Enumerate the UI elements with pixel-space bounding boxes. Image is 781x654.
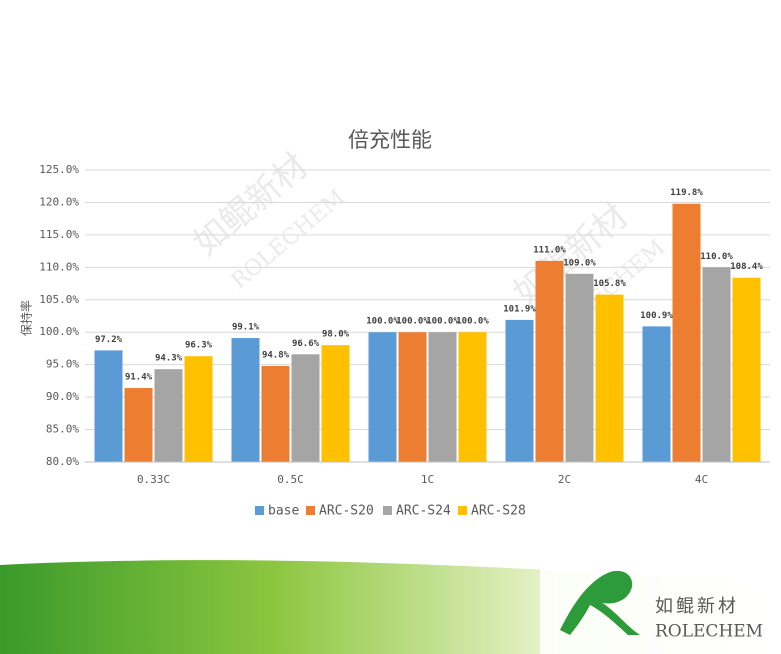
chart-title: 倍充性能 [348,128,432,152]
y-tick-label: 105.0% [39,293,79,306]
bar [595,294,624,462]
y-tick-label: 95.0% [46,358,79,371]
y-tick-label: 80.0% [46,455,79,468]
legend-label: base [268,504,299,519]
y-tick-label: 85.0% [46,423,79,436]
bar [231,338,260,462]
bar [505,319,534,462]
value-label: 100.0% [396,317,429,327]
value-label: 100.9% [640,311,673,321]
value-label: 98.0% [322,330,350,340]
logo-mark [560,570,640,635]
bar [642,326,671,462]
x-tick-label: 1C [421,473,434,486]
legend-swatch [306,506,315,515]
x-tick-label: 0.5C [277,473,304,486]
value-label: 119.8% [670,188,703,198]
value-label: 91.4% [125,373,153,383]
value-label: 109.0% [563,258,596,268]
bar [702,267,731,462]
bar [565,273,594,462]
value-label: 108.4% [730,262,763,272]
y-tick-label: 115.0% [39,228,79,241]
bar [368,332,397,462]
value-label: 99.1% [232,323,260,333]
y-axis-label: 保持率 [19,300,34,336]
y-tick-label: 125.0% [39,163,79,176]
bar [154,369,183,462]
logo-latin: ROLECHEM [655,622,763,642]
bar [398,332,427,462]
legend-label: ARC-S24 [396,504,451,519]
value-label: 96.6% [292,339,320,349]
bar [184,356,213,462]
legend-label: ARC-S28 [471,504,526,519]
value-label: 100.0% [456,317,489,327]
y-tick-label: 120.0% [39,195,79,208]
value-label: 101.9% [503,304,536,314]
value-label: 97.2% [95,335,123,345]
bar [672,203,701,462]
value-label: 110.0% [700,252,733,262]
value-label: 105.8% [593,279,626,289]
bar [124,388,153,462]
value-label: 96.3% [185,341,213,351]
value-label: 111.0% [533,245,566,255]
y-tick-label: 90.0% [46,390,79,403]
y-tick-label: 110.0% [39,260,79,273]
bar [732,277,761,462]
value-label: 100.0% [366,317,399,327]
bar [458,332,487,462]
value-label: 94.3% [155,354,183,364]
bar [321,345,350,462]
value-label: 100.0% [426,317,459,327]
bar [428,332,457,462]
x-tick-label: 4C [695,473,708,486]
bar [94,350,123,462]
legend-swatch [458,506,467,515]
y-tick-label: 100.0% [39,325,79,338]
bar [535,260,564,462]
legend-swatch [383,506,392,515]
x-tick-label: 2C [558,473,571,486]
legend-swatch [255,506,264,515]
logo-name: 如鲲新材 [655,596,739,617]
bar [291,354,320,462]
legend-label: ARC-S20 [319,504,374,519]
x-tick-label: 0.33C [137,473,170,486]
value-label: 94.8% [262,350,290,360]
bar [261,365,290,462]
